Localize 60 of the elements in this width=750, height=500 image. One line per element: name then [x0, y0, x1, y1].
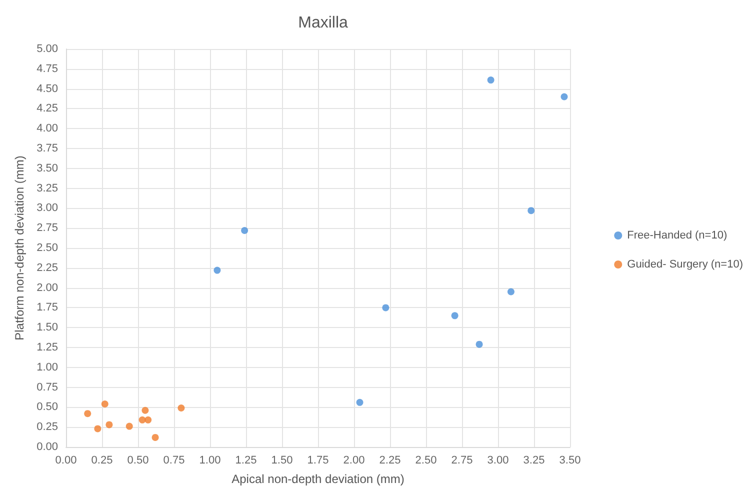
y-tick-label: 3.00	[36, 202, 58, 214]
y-tick-label: 0.50	[36, 401, 58, 414]
legend-label: Guided- Surgery (n=10)	[627, 258, 744, 270]
point	[101, 400, 108, 408]
point	[560, 93, 568, 100]
y-tick-label: 3.50	[36, 162, 58, 174]
x-tick-label: 0.25	[91, 454, 113, 466]
point	[382, 304, 390, 312]
point	[476, 340, 483, 348]
point	[152, 434, 159, 441]
point	[142, 406, 149, 414]
x-tick-label: 0.75	[163, 454, 185, 466]
x-tick-label: 1.75	[307, 454, 329, 466]
point	[94, 425, 102, 432]
x-tick-label: 2.50	[415, 454, 437, 466]
point	[178, 404, 185, 412]
y-tick-label: 4.00	[36, 122, 58, 135]
x-tick-label: 1.50	[271, 454, 293, 466]
y-tick-label: 2.75	[36, 222, 58, 234]
y-tick-label: 1.25	[36, 342, 58, 354]
y-tick-label: 0.00	[36, 441, 58, 453]
x-tick-label: 1.00	[199, 454, 221, 466]
y-tick-label: 2.00	[36, 282, 58, 294]
y-axis-title: Platform non-depth deviation (mm)	[12, 156, 27, 340]
y-tick-label: 1.75	[36, 302, 58, 314]
y-tick-label: 1.50	[36, 322, 58, 334]
x-tick-label: 0.00	[55, 454, 77, 466]
y-tick-label: 2.25	[36, 262, 58, 274]
y-tick-label: 4.50	[36, 82, 58, 95]
point	[356, 398, 364, 406]
y-tick-label: 3.75	[36, 142, 58, 154]
point	[528, 207, 535, 214]
x-tick-label: 3.25	[523, 454, 545, 466]
x-tick-label: 0.50	[127, 454, 149, 466]
point	[84, 410, 92, 418]
x-tick-label: 2.00	[343, 454, 365, 466]
point	[241, 226, 248, 234]
x-tick-label: 1.25	[235, 454, 257, 466]
y-tick-label: 5.00	[36, 43, 58, 55]
x-tick-label: 2.25	[379, 454, 401, 466]
point	[144, 416, 152, 424]
x-tick-label: 3.00	[487, 454, 509, 466]
y-tick-label: 2.50	[36, 242, 58, 254]
y-tick-label: 0.25	[36, 421, 58, 434]
point	[507, 288, 514, 296]
x-axis-title: Apical non-depth deviation (mm)	[232, 472, 404, 486]
legend-label: Free-Handed (n=10)	[627, 230, 728, 242]
y-tick-label: 4.25	[36, 102, 58, 115]
y-tick-label: 1.00	[36, 361, 58, 374]
chart-title: Maxilla	[298, 14, 348, 32]
y-tick-label: 4.75	[36, 62, 58, 75]
y-tick-label: 3.25	[36, 182, 58, 194]
x-tick-label: 3.50	[559, 454, 581, 466]
x-tick-label: 2.75	[451, 454, 473, 466]
point	[126, 422, 133, 430]
y-tick-label: 0.75	[36, 381, 58, 394]
point	[487, 76, 494, 84]
point	[106, 421, 113, 428]
point	[214, 266, 221, 274]
point	[451, 312, 458, 320]
